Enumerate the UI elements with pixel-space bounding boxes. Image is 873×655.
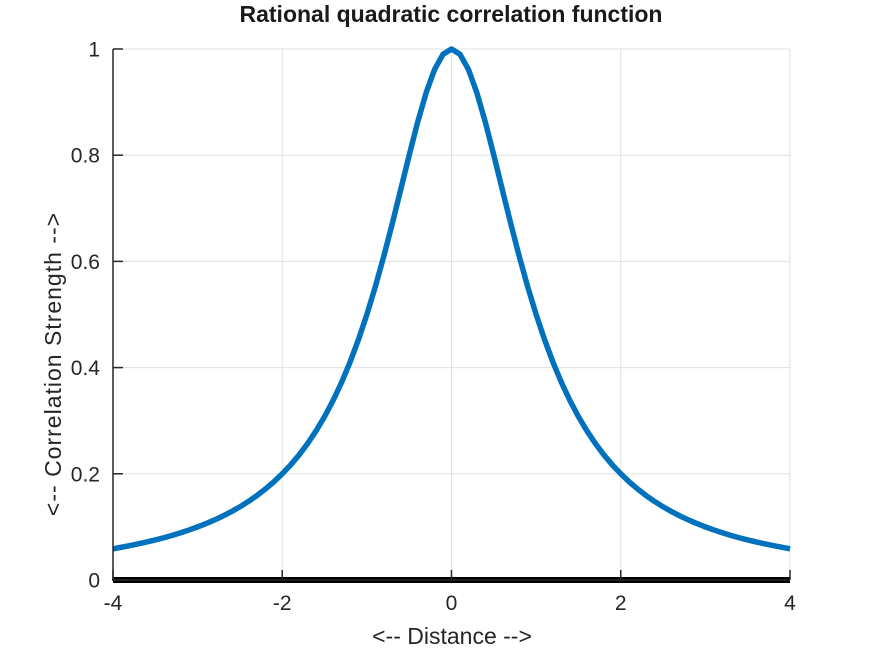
y-tick-label-0.8: 0.8 <box>71 145 100 168</box>
series-correlation-curve <box>112 46 791 552</box>
y-tick-label-0.6: 0.6 <box>71 251 100 274</box>
y-axis-label: <-- Correlation Strength --> <box>40 212 66 516</box>
x-tick-label-4: 4 <box>784 592 796 615</box>
y-tick-label-0.4: 0.4 <box>71 357 101 380</box>
axis-group <box>112 48 791 581</box>
y-tick-label-1: 1 <box>88 39 100 62</box>
x-tick-label-0: 0 <box>446 592 458 615</box>
grid-group <box>112 48 791 581</box>
x-tick-label-2: 2 <box>615 592 627 615</box>
y-tick-label-0.2: 0.2 <box>71 463 100 486</box>
x-tick-label--4: -4 <box>104 592 123 615</box>
y-tick-label-0: 0 <box>88 570 100 593</box>
tick-label-group: -4 -2 0 2 4 0 0.2 0.4 0.6 0.8 1 <box>71 39 796 616</box>
chart-title: Rational quadratic correlation function <box>240 1 663 27</box>
x-axis-label: <-- Distance --> <box>372 623 532 649</box>
x-tick-label--2: -2 <box>273 592 292 615</box>
